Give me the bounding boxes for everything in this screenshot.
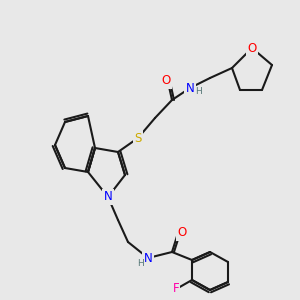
- Text: O: O: [248, 41, 256, 55]
- Text: N: N: [186, 82, 194, 94]
- Text: F: F: [173, 281, 179, 295]
- Text: H: H: [136, 259, 143, 268]
- Text: N: N: [103, 190, 112, 203]
- Text: S: S: [134, 131, 142, 145]
- Text: O: O: [177, 226, 187, 239]
- Text: H: H: [195, 88, 201, 97]
- Text: N: N: [144, 251, 152, 265]
- Text: O: O: [161, 74, 171, 88]
